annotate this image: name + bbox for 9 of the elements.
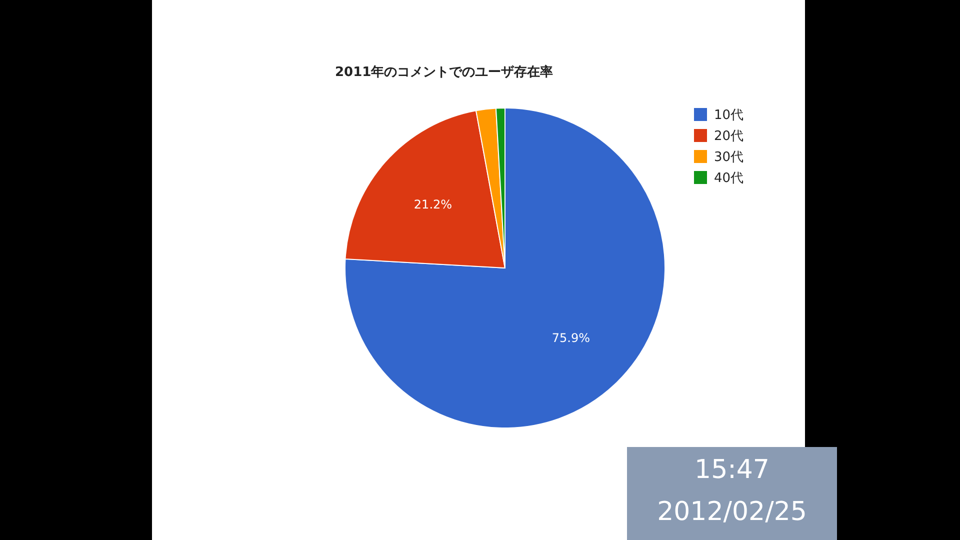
- data-label: 75.9%: [552, 330, 590, 345]
- text: 15:47: [694, 455, 770, 485]
- legend-label: 40代: [714, 171, 744, 186]
- chart-title: 2011年のコメントでのユーザ存在率: [335, 64, 554, 80]
- legend-label: 30代: [714, 150, 744, 165]
- legend-label: 10代: [714, 108, 744, 123]
- legend-label: 20代: [714, 129, 744, 144]
- text: 2012/02/25: [657, 497, 807, 527]
- data-label: 21.2%: [414, 198, 452, 212]
